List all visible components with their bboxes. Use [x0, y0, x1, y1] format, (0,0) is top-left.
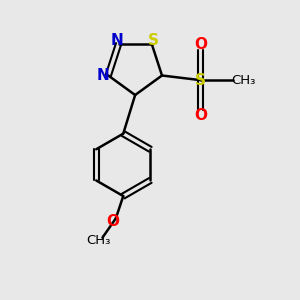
Text: S: S: [195, 73, 206, 88]
Text: S: S: [148, 33, 159, 48]
Text: N: N: [111, 33, 123, 48]
Text: CH₃: CH₃: [231, 74, 256, 87]
Text: N: N: [97, 68, 109, 83]
Text: O: O: [194, 108, 207, 123]
Text: O: O: [106, 214, 119, 229]
Text: CH₃: CH₃: [86, 234, 110, 247]
Text: O: O: [194, 37, 207, 52]
